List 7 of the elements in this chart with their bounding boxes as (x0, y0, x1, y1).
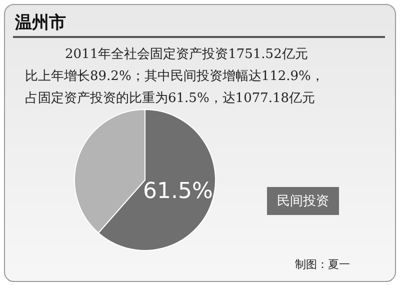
chart-title: 温州市 (15, 12, 66, 34)
text: 2011年全社会固定资产投资1751.52亿元 (65, 46, 308, 63)
data-label: 61.5% (143, 179, 213, 204)
text: 占固定资产投资的比重为61.5%，达1077.18亿元 (25, 90, 316, 107)
text: 制图：夏一 (295, 257, 350, 272)
text: 比上年增长89.2%；其中民间投资增幅达112.9%， (25, 68, 324, 85)
slice-label: 民间投资 (267, 187, 339, 215)
